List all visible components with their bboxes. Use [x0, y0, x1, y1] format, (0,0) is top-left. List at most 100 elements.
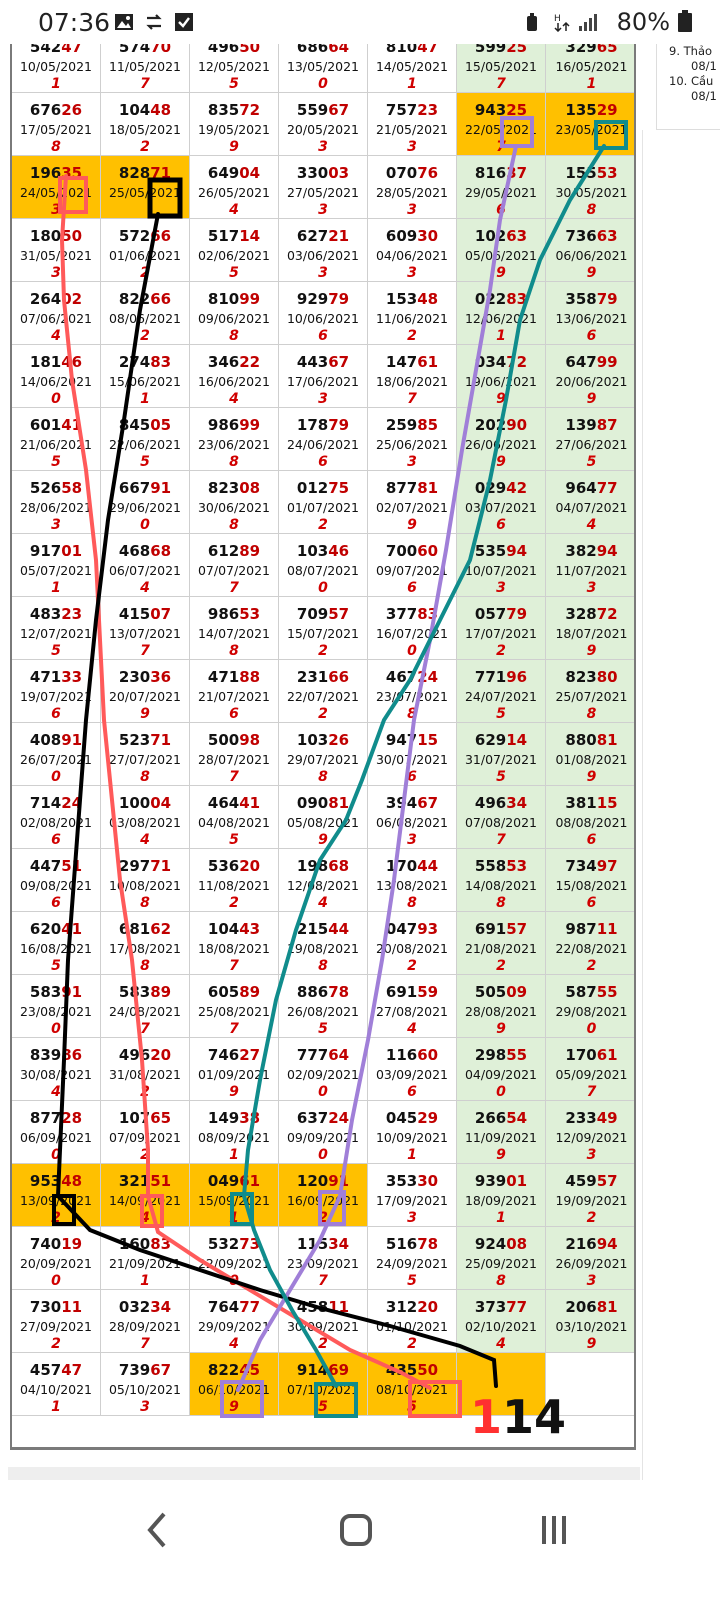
table-cell[interactable]: 10004 03/08/2021 4: [101, 786, 190, 849]
table-cell[interactable]: 62041 16/08/2021 5: [12, 912, 101, 975]
table-cell[interactable]: 51678 24/09/2021 5: [368, 1227, 457, 1290]
table-cell[interactable]: 23349 12/09/2021 3: [546, 1101, 634, 1164]
table-cell[interactable]: 11660 03/09/2021 6: [368, 1038, 457, 1101]
table-cell[interactable]: 05779 17/07/2021 2: [457, 597, 546, 660]
table-cell[interactable]: 74019 20/09/2021 0: [12, 1227, 101, 1290]
table-cell[interactable]: 71424 02/08/2021 6: [12, 786, 101, 849]
table-cell[interactable]: 73497 15/08/2021 6: [546, 849, 634, 912]
table-cell[interactable]: 20290 26/06/2021 9: [457, 408, 546, 471]
table-cell[interactable]: 76477 29/09/2021 4: [190, 1290, 279, 1353]
table-cell[interactable]: 61289 07/07/2021 7: [190, 534, 279, 597]
table-cell[interactable]: 13529 23/05/2021: [546, 93, 634, 156]
table-cell[interactable]: 17879 24/06/2021 6: [279, 408, 368, 471]
table-cell[interactable]: 45811 30/09/2021 2: [279, 1290, 368, 1353]
table-cell[interactable]: 77764 02/09/2021 0: [279, 1038, 368, 1101]
table-cell[interactable]: 53620 11/08/2021 2: [190, 849, 279, 912]
table-cell[interactable]: 40891 26/07/2021 0: [12, 723, 101, 786]
table-cell[interactable]: 57470 11/05/2021 7: [101, 44, 190, 93]
table-cell[interactable]: 27483 15/06/2021 1: [101, 345, 190, 408]
table-cell[interactable]: 10448 18/05/2021 2: [101, 93, 190, 156]
table-cell[interactable]: 53594 10/07/2021 3: [457, 534, 546, 597]
table-cell[interactable]: 18146 14/06/2021 0: [12, 345, 101, 408]
table-cell[interactable]: 01275 01/07/2021 2: [279, 471, 368, 534]
table-cell[interactable]: 32151 14/09/2021 4: [101, 1164, 190, 1227]
table-cell[interactable]: 94325 22/05/2021 7: [457, 93, 546, 156]
table-cell[interactable]: 33003 27/05/2021 3: [279, 156, 368, 219]
table-cell[interactable]: 88081 01/08/2021 9: [546, 723, 634, 786]
table-cell[interactable]: 37783 16/07/2021 0: [368, 597, 457, 660]
back-icon[interactable]: [118, 1500, 198, 1560]
table-cell[interactable]: 91469 07/10/2021 5: [279, 1353, 368, 1416]
table-cell[interactable]: 29771 10/08/2021 8: [101, 849, 190, 912]
table-cell[interactable]: 58389 24/08/2021 7: [101, 975, 190, 1038]
table-cell[interactable]: 43550 08/10/2021 5: [368, 1353, 457, 1416]
table-cell[interactable]: 10443 18/08/2021 7: [190, 912, 279, 975]
table-cell[interactable]: 48323 12/07/2021 5: [12, 597, 101, 660]
table-cell[interactable]: 52658 28/06/2021 3: [12, 471, 101, 534]
table-cell[interactable]: 03472 19/06/2021 9: [457, 345, 546, 408]
table-cell[interactable]: 26402 07/06/2021 4: [12, 282, 101, 345]
table-cell[interactable]: 92979 10/06/2021 6: [279, 282, 368, 345]
table-cell[interactable]: 64799 20/06/2021 9: [546, 345, 634, 408]
table-cell[interactable]: 87728 06/09/2021 0: [12, 1101, 101, 1164]
table-cell[interactable]: 64904 26/05/2021 4: [190, 156, 279, 219]
table-cell[interactable]: 74627 01/09/2021 9: [190, 1038, 279, 1101]
table-cell[interactable]: 67626 17/05/2021 8: [12, 93, 101, 156]
table-cell[interactable]: 38294 11/07/2021 3: [546, 534, 634, 597]
table-cell[interactable]: 62914 31/07/2021 5: [457, 723, 546, 786]
table-cell[interactable]: 83986 30/08/2021 4: [12, 1038, 101, 1101]
table-cell[interactable]: 20681 03/10/2021 9: [546, 1290, 634, 1353]
table-cell[interactable]: 73011 27/09/2021 2: [12, 1290, 101, 1353]
table-cell[interactable]: 14938 08/09/2021 1: [190, 1101, 279, 1164]
table-cell[interactable]: 82871 25/05/2021: [101, 156, 190, 219]
table-cell[interactable]: 17044 13/08/2021 8: [368, 849, 457, 912]
table-cell[interactable]: 13987 27/06/2021 5: [546, 408, 634, 471]
table-cell[interactable]: 31220 01/10/2021 2: [368, 1290, 457, 1353]
table-cell[interactable]: 77196 24/07/2021 5: [457, 660, 546, 723]
table-cell[interactable]: 15348 11/06/2021 2: [368, 282, 457, 345]
table-cell[interactable]: [546, 1353, 634, 1416]
table-cell[interactable]: 82245 06/10/2021 9: [190, 1353, 279, 1416]
table-cell[interactable]: 75723 21/05/2021 3: [368, 93, 457, 156]
table-cell[interactable]: 15553 30/05/2021 8: [546, 156, 634, 219]
table-cell[interactable]: 68664 13/05/2021 0: [279, 44, 368, 93]
horizontal-scrollbar[interactable]: [8, 1467, 640, 1481]
table-cell[interactable]: 49634 07/08/2021 7: [457, 786, 546, 849]
table-cell[interactable]: 81047 14/05/2021 1: [368, 44, 457, 93]
table-cell[interactable]: 04961 15/09/2021 1: [190, 1164, 279, 1227]
table-cell[interactable]: 38115 08/08/2021 6: [546, 786, 634, 849]
table-cell[interactable]: 47188 21/07/2021 6: [190, 660, 279, 723]
table-cell[interactable]: 87781 02/07/2021 9: [368, 471, 457, 534]
table-cell[interactable]: 23036 20/07/2021 9: [101, 660, 190, 723]
table-cell[interactable]: 70957 15/07/2021 2: [279, 597, 368, 660]
table-cell[interactable]: 10765 07/09/2021 2: [101, 1101, 190, 1164]
table-cell[interactable]: 55967 20/05/2021 3: [279, 93, 368, 156]
table-cell[interactable]: 82266 08/06/2021 2: [101, 282, 190, 345]
table-cell[interactable]: 55853 14/08/2021 8: [457, 849, 546, 912]
table-cell[interactable]: 69157 21/08/2021 2: [457, 912, 546, 975]
table-cell[interactable]: 34622 16/06/2021 4: [190, 345, 279, 408]
table-cell[interactable]: 73663 06/06/2021 9: [546, 219, 634, 282]
table-cell[interactable]: 93901 18/09/2021 1: [457, 1164, 546, 1227]
table-cell[interactable]: 53273 22/09/2021 0: [190, 1227, 279, 1290]
table-cell[interactable]: 60141 21/06/2021 5: [12, 408, 101, 471]
table-cell[interactable]: 19635 24/05/2021 3: [12, 156, 101, 219]
table-cell[interactable]: 17061 05/09/2021 7: [546, 1038, 634, 1101]
table-cell[interactable]: 83572 19/05/2021 9: [190, 93, 279, 156]
table-cell[interactable]: 98711 22/08/2021 2: [546, 912, 634, 975]
table-cell[interactable]: 82380 25/07/2021 8: [546, 660, 634, 723]
table-cell[interactable]: 10326 29/07/2021 8: [279, 723, 368, 786]
table-cell[interactable]: 88678 26/08/2021 5: [279, 975, 368, 1038]
table-cell[interactable]: 46441 04/08/2021 5: [190, 786, 279, 849]
table-cell[interactable]: 81099 09/06/2021 8: [190, 282, 279, 345]
table-cell[interactable]: 41507 13/07/2021 7: [101, 597, 190, 660]
table-cell[interactable]: 19868 12/08/2021 4: [279, 849, 368, 912]
table-cell[interactable]: 58391 23/08/2021 0: [12, 975, 101, 1038]
table-cell[interactable]: 57266 01/06/2021 2: [101, 219, 190, 282]
table-cell[interactable]: 54247 10/05/2021 1: [12, 44, 101, 93]
table-cell[interactable]: 63724 09/09/2021 0: [279, 1101, 368, 1164]
table-cell[interactable]: 49620 31/08/2021 2: [101, 1038, 190, 1101]
table-cell[interactable]: 03234 28/09/2021 7: [101, 1290, 190, 1353]
table-cell[interactable]: 10263 05/06/2021 9: [457, 219, 546, 282]
table-cell[interactable]: 51714 02/06/2021 5: [190, 219, 279, 282]
